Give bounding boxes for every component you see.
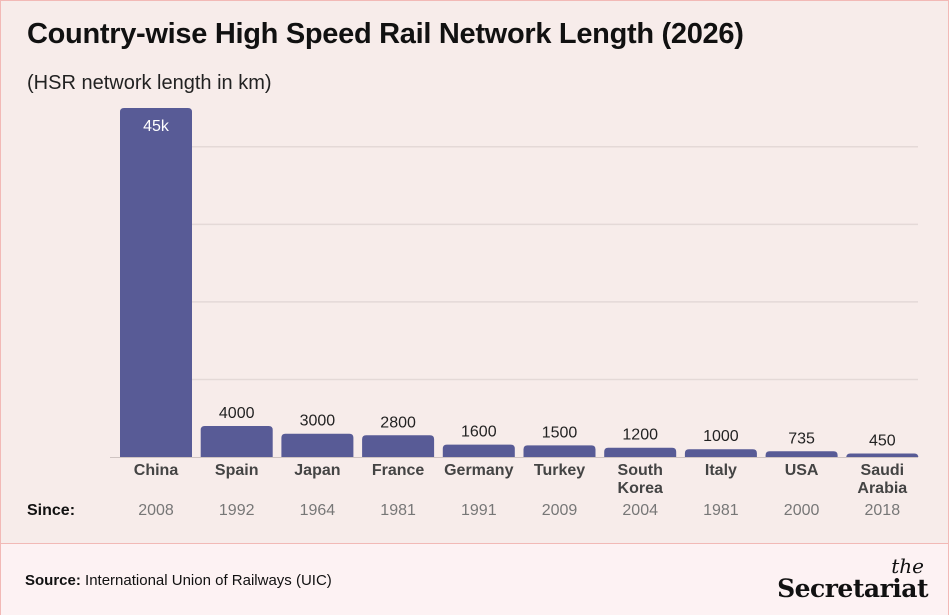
data-label: 1500: [542, 424, 578, 441]
since-year: 2018: [865, 502, 901, 519]
chart-title: Country-wise High Speed Rail Network Len…: [27, 18, 744, 50]
bar: [523, 445, 596, 457]
bar: [281, 433, 354, 457]
data-label: 3000: [300, 413, 336, 430]
bar: [442, 444, 515, 457]
chart-subtitle: (HSR network length in km): [27, 72, 272, 94]
x-tick-label: South: [618, 462, 663, 479]
data-label: 4000: [219, 405, 255, 422]
data-label: 1600: [461, 424, 497, 441]
x-tick-label: France: [372, 462, 425, 479]
source-text: International Union of Railways (UIC): [85, 572, 332, 589]
since-year: 2008: [138, 502, 174, 519]
since-year: 1981: [380, 502, 416, 519]
logo-the: the: [891, 554, 924, 578]
x-tick-label: China: [134, 462, 179, 479]
since-year: 1964: [300, 502, 336, 519]
data-label: 1000: [703, 428, 739, 445]
x-tick-label: Italy: [705, 462, 737, 479]
data-label: 450: [869, 433, 896, 450]
x-tick-label: Japan: [294, 462, 340, 479]
since-year: 2000: [784, 502, 820, 519]
bar: [765, 451, 838, 457]
since-year: 1981: [703, 502, 739, 519]
x-tick-label: Saudi: [861, 462, 905, 479]
bar: [604, 447, 677, 457]
x-tick-label: Korea: [618, 480, 663, 497]
brand-logo: the Secretariat: [777, 556, 928, 601]
bar: [120, 108, 192, 457]
bar: [846, 453, 919, 458]
since-label: Since:: [27, 502, 75, 519]
x-tick-label: Spain: [215, 462, 259, 479]
x-tick-label: Germany: [444, 462, 513, 479]
source-label: Source:: [25, 572, 81, 589]
x-tick-label: Arabia: [857, 480, 907, 497]
footer: Source: International Union of Railways …: [1, 543, 948, 615]
bar: [200, 425, 273, 457]
x-tick-label: Turkey: [534, 462, 585, 479]
since-year: 2004: [622, 502, 658, 519]
bar: [362, 435, 435, 457]
source-note: Source: International Union of Railways …: [25, 572, 332, 589]
x-tick-label: USA: [785, 462, 819, 479]
logo-name: Secretariat: [777, 574, 928, 603]
since-year: 2009: [542, 502, 578, 519]
bar-chart: 45k China 2008 4000 Spain 1992 3000 Japan 1964 28…: [27, 108, 919, 519]
data-label: 1200: [622, 427, 658, 444]
data-label: 45k: [143, 118, 170, 135]
data-label: 2800: [380, 414, 416, 431]
since-year: 1991: [461, 502, 497, 519]
since-year: 1992: [219, 502, 255, 519]
bar: [684, 449, 757, 457]
data-label: 735: [788, 430, 815, 447]
